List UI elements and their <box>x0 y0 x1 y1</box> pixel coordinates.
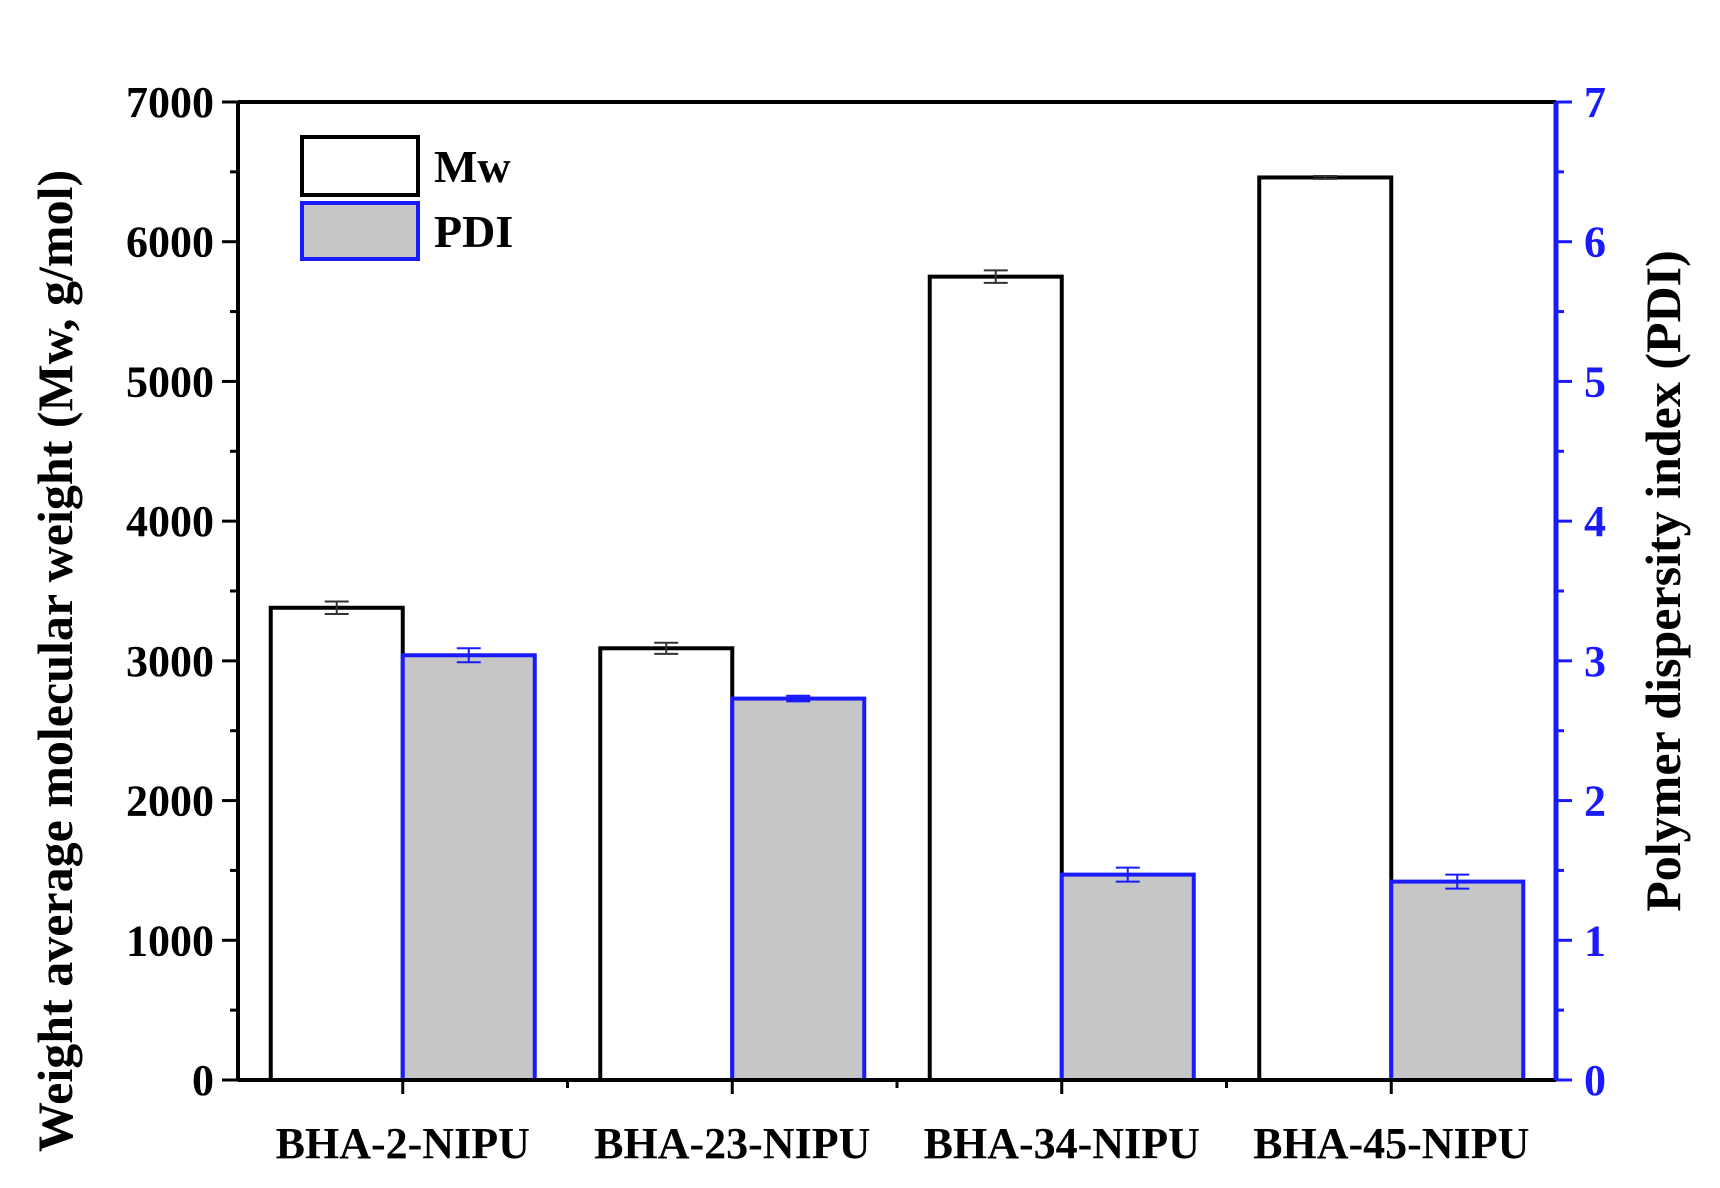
bar-mw-3 <box>927 274 1064 1082</box>
y-left-tick-label-5: 5000 <box>126 357 214 406</box>
y-right-tick-label-2: 2 <box>1584 777 1606 826</box>
x-tick-label-4: BHA-45-NIPU <box>1253 1119 1529 1168</box>
bar-pdi-3 <box>1059 872 1196 1082</box>
y-right-tick-label-6: 6 <box>1584 218 1606 267</box>
bar-pdi-2 <box>730 696 867 1083</box>
y-left-tick-label-7: 7000 <box>126 78 214 127</box>
x-tick-label-2: BHA-23-NIPU <box>594 1119 870 1168</box>
y-right-tick-label-0: 0 <box>1584 1056 1606 1105</box>
y-left-tick-label-4: 4000 <box>126 497 214 546</box>
bar-pdi-1 <box>400 653 537 1082</box>
legend-swatch-pdi <box>300 201 420 261</box>
bar-mw-1 <box>268 605 405 1082</box>
bar-mw-4 <box>1257 175 1394 1082</box>
legend-label-pdi: PDI <box>434 206 513 257</box>
y-right-tick-label-7: 7 <box>1584 78 1606 127</box>
y-right-tick-label-3: 3 <box>1584 637 1606 686</box>
y-axis-left-title: Weight average molecular weight (Mw, g/m… <box>27 170 83 1152</box>
legend-label-mw: Mw <box>434 141 511 192</box>
y-left-tick-label-0: 0 <box>192 1056 214 1105</box>
y-left-tick-label-6: 6000 <box>126 218 214 267</box>
y-right-tick-label-4: 4 <box>1584 497 1606 546</box>
y-left-tick-label-1: 1000 <box>126 916 214 965</box>
legend-swatch-mw <box>300 135 420 197</box>
y-axis-right-title: Polymer dispersity index (PDI) <box>1635 250 1691 912</box>
y-right-tick-label-1: 1 <box>1584 916 1606 965</box>
y-left-tick-label-2: 2000 <box>126 777 214 826</box>
y-left-tick-label-3: 3000 <box>126 637 214 686</box>
bar-mw-2 <box>598 646 735 1082</box>
x-tick-label-3: BHA-34-NIPU <box>924 1119 1200 1168</box>
x-tick-label-1: BHA-2-NIPU <box>276 1119 530 1168</box>
bar-pdi-4 <box>1389 879 1526 1082</box>
y-right-tick-label-5: 5 <box>1584 357 1606 406</box>
